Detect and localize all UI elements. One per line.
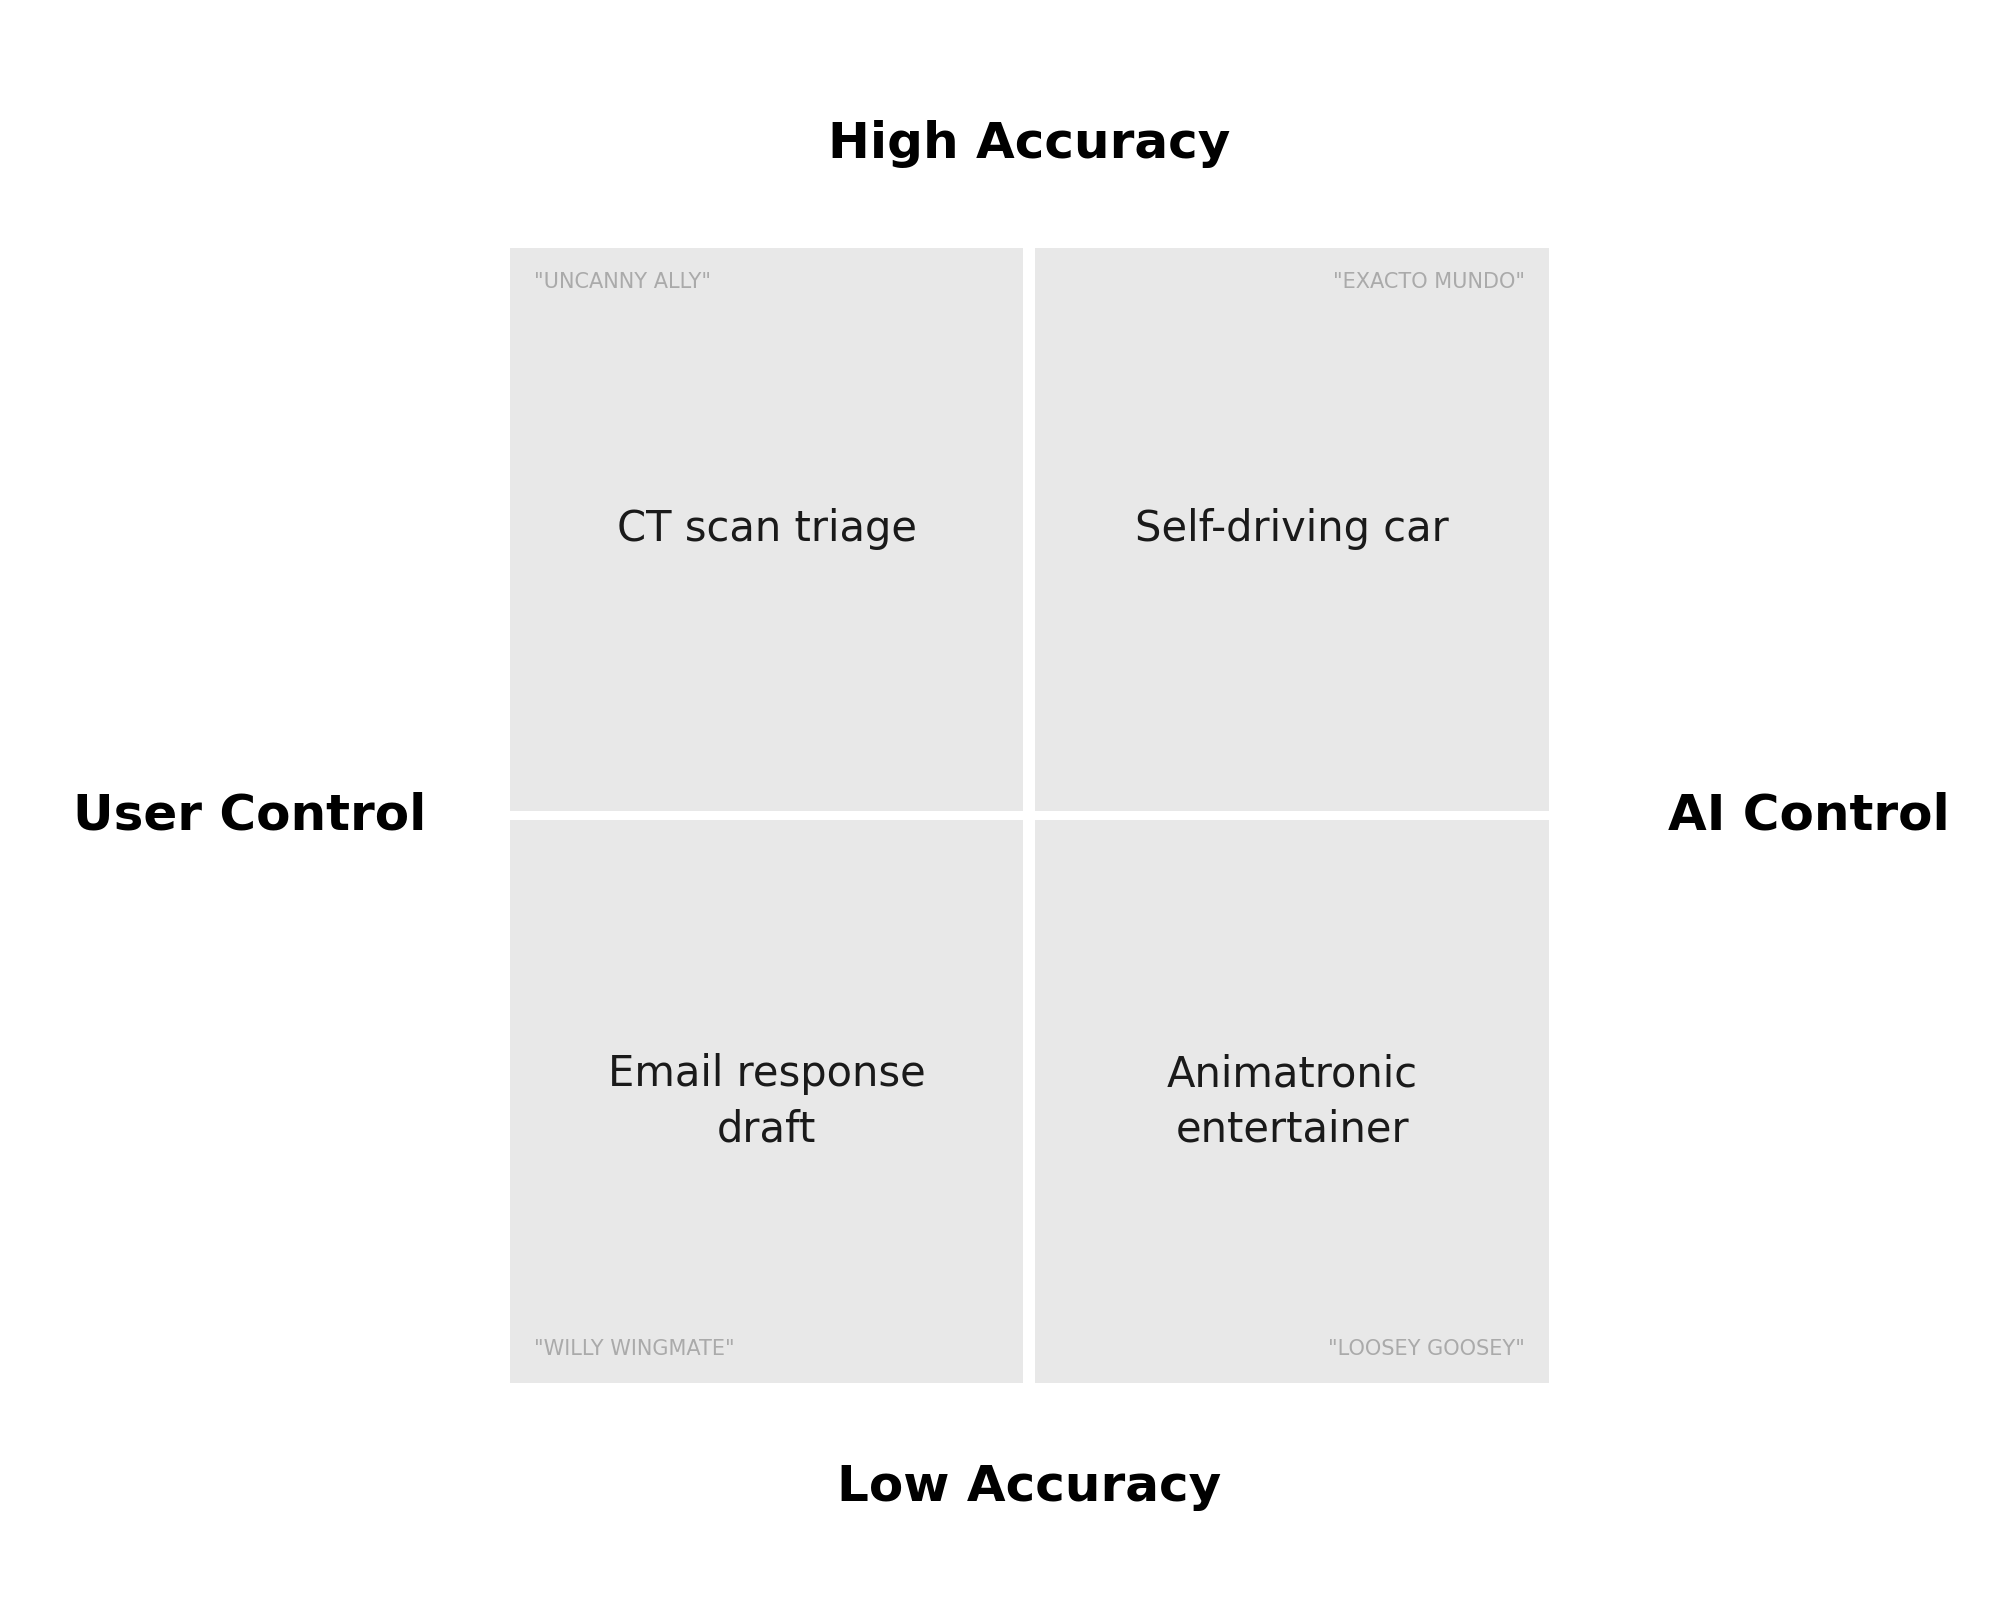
Text: AI Control: AI Control [1668,792,1948,839]
Text: User Control: User Control [74,792,426,839]
Text: "EXACTO MUNDO": "EXACTO MUNDO" [1333,272,1524,293]
Bar [1035,820,1548,1383]
Text: "UNCANNY ALLY": "UNCANNY ALLY" [533,272,711,293]
Text: Low Accuracy: Low Accuracy [837,1463,1221,1511]
Bar [1035,248,1548,811]
Bar [509,820,1023,1383]
Text: High Accuracy: High Accuracy [827,120,1231,168]
Bar [509,248,1023,811]
Text: Self-driving car: Self-driving car [1135,508,1449,550]
Text: CT scan triage: CT scan triage [615,508,917,550]
Text: Email response
draft: Email response draft [607,1054,925,1150]
Text: Animatronic
entertainer: Animatronic entertainer [1167,1054,1417,1150]
Text: "LOOSEY GOOSEY": "LOOSEY GOOSEY" [1329,1338,1524,1359]
Text: "WILLY WINGMATE": "WILLY WINGMATE" [533,1338,733,1359]
